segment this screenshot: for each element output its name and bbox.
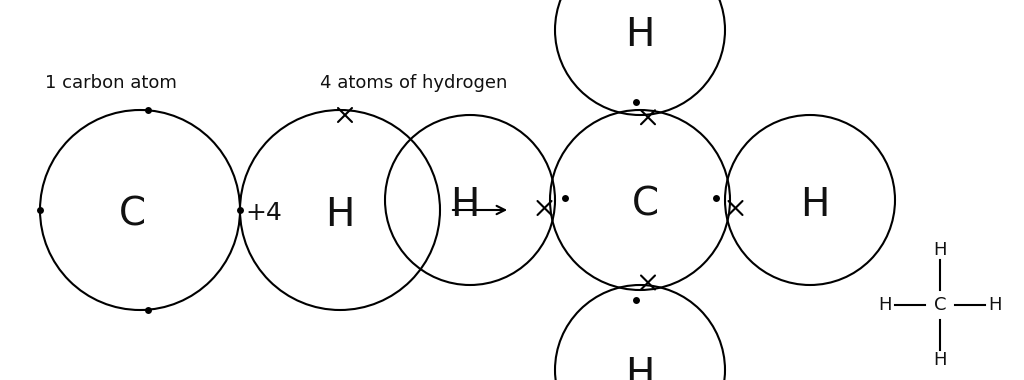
Text: H: H [933, 351, 947, 369]
Text: H: H [626, 356, 654, 380]
Text: C: C [934, 296, 946, 314]
Text: C: C [119, 196, 145, 234]
Text: H: H [879, 296, 892, 314]
Text: 4 atoms of hydrogen: 4 atoms of hydrogen [319, 74, 507, 92]
Text: 1 carbon atom: 1 carbon atom [45, 74, 177, 92]
Text: +4: +4 [245, 201, 282, 225]
Text: C: C [632, 186, 658, 224]
Text: H: H [626, 16, 654, 54]
Text: H: H [451, 186, 479, 224]
Text: H: H [988, 296, 1001, 314]
Text: H: H [326, 196, 354, 234]
Text: H: H [801, 186, 829, 224]
Text: H: H [933, 241, 947, 259]
